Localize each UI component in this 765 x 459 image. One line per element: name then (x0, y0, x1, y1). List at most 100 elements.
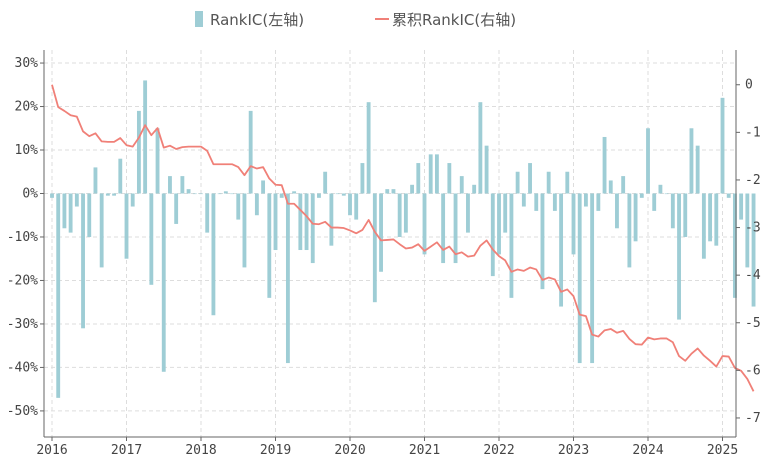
rank-ic-bar (466, 193, 470, 233)
rank-ic-bar (329, 193, 334, 246)
right-tick-label: -6 (745, 363, 761, 378)
rank-ic-bar (366, 102, 371, 194)
rank-ic-bar (528, 163, 532, 194)
right-tick-label: -5 (745, 316, 761, 331)
rank-ic-bar (242, 193, 247, 268)
rank-ic-bar (714, 193, 719, 246)
rank-ic-bar (81, 193, 85, 329)
rank-ic-bar (335, 193, 340, 195)
rank-ic-bar (105, 193, 110, 196)
rank-ic-bar (143, 80, 148, 194)
rank-ic-bar (720, 97, 725, 194)
rank-ic-bar (236, 193, 241, 220)
rank-ic-bar (509, 193, 514, 298)
rank-ic-bar (441, 193, 446, 264)
rank-ic-bar (565, 171, 570, 194)
rank-ic-bar (348, 193, 352, 216)
left-tick-label: -40% (7, 360, 38, 375)
x-tick-label: 2024 (632, 443, 663, 458)
rank-ic-bar (683, 193, 688, 237)
rank-ic-bar (596, 193, 601, 211)
rank-ic-bar (497, 193, 501, 255)
right-tick-label: -7 (745, 411, 761, 426)
rank-ic-bar (360, 163, 365, 194)
rank-ic-bar (515, 171, 520, 194)
rank-ic-bar (732, 193, 737, 298)
rank-ic-bar (385, 189, 390, 194)
left-tick-label: -30% (7, 317, 38, 332)
rank-ic-bar (205, 193, 210, 233)
rank-ic-bar (646, 128, 650, 194)
legend-line-label: 累积RankIC(右轴) (392, 11, 516, 29)
rank-ic-bar (310, 193, 315, 264)
rank-ic-bar (354, 193, 359, 220)
rank-ic-bar (739, 193, 744, 220)
rank-ic-bar (559, 193, 564, 307)
rank-ic-bar (652, 193, 657, 211)
legend: RankIC(左轴) 累积RankIC(右轴) (195, 11, 516, 29)
rank-ic-bars (50, 80, 756, 398)
rank-ic-bar (403, 193, 408, 233)
left-tick-label: 0% (22, 186, 38, 201)
cumulative-rank-ic-line (51, 84, 755, 392)
rank-ic-bar (695, 145, 700, 194)
rank-ic-bar (118, 158, 123, 194)
rank-ic-bar (503, 193, 508, 233)
rank-ic-bar (174, 193, 179, 224)
left-tick-label: -10% (7, 230, 38, 245)
rank-ic-bar (602, 136, 607, 194)
rank-ic-bar (472, 184, 477, 194)
rank-ic-bar (490, 193, 495, 277)
rank-ic-bar (304, 193, 309, 251)
rank-ic-bar (112, 193, 117, 196)
rank-ic-bar (323, 171, 328, 194)
rank-ic-bar (633, 193, 638, 242)
rank-ic-bar (708, 193, 713, 242)
x-tick-label: 2018 (185, 443, 216, 458)
rank-ic-bar (621, 176, 626, 194)
rank-ic-bar (540, 193, 545, 290)
rank-ic-bar (478, 102, 483, 194)
left-tick-label: 30% (15, 56, 39, 71)
rank-ic-bar (230, 193, 234, 195)
grid (44, 50, 736, 437)
rank-ic-bar (192, 193, 197, 195)
rank-ic-bar (180, 176, 185, 194)
rank-ic-bar (590, 193, 595, 364)
rank-ic-bar (484, 145, 489, 194)
tick-labels: 30% 20% 10% 0% -10% -20% -30% -40% -50% 0 -1 -2 -3 -4… (7, 56, 761, 458)
rank-ic-bar (285, 193, 290, 364)
right-tick-label: -2 (745, 173, 761, 188)
legend-bar-swatch (195, 11, 203, 27)
x-tick-label: 2023 (558, 443, 589, 458)
rank-ic-bar (552, 193, 557, 211)
rank-ic-bar (155, 128, 160, 194)
rank-ic-bar (577, 193, 582, 364)
x-tick-label: 2020 (334, 443, 365, 458)
legend-bar-label: RankIC(左轴) (210, 11, 304, 29)
rank-ic-bar (273, 193, 278, 251)
rank-ic-bar (56, 193, 61, 398)
x-tick-label: 2019 (260, 443, 291, 458)
rank-ic-bar (391, 189, 396, 194)
rank-ic-bar (459, 176, 464, 194)
rank-ic-bar (608, 180, 613, 194)
axes (40, 50, 740, 441)
x-tick-label: 2021 (409, 443, 440, 458)
right-tick-label: -4 (745, 268, 761, 283)
rank-ic-bar (317, 193, 321, 198)
rank-ic-bar (211, 193, 216, 316)
rank-ic-bar (124, 193, 129, 259)
rank-ic-bar (434, 154, 439, 194)
rank-ic-bar (161, 193, 166, 372)
right-tick-label: -3 (745, 221, 761, 236)
rank-ic-bar (149, 193, 154, 285)
rank-ic-bar (546, 171, 551, 194)
rank-ic-bar (639, 193, 644, 198)
rank-ic-bar (571, 193, 576, 255)
rank-ic-bar (74, 193, 79, 207)
rank-ic-bar (292, 191, 297, 194)
rank-ic-bar (416, 163, 421, 194)
rank-ic-bar (223, 191, 228, 194)
rank-ic-bar (50, 193, 54, 198)
